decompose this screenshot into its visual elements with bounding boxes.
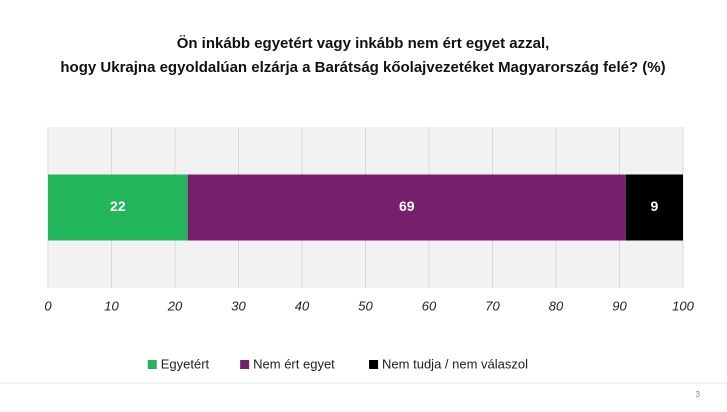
legend-label: Nem tudja / nem válaszol bbox=[382, 356, 528, 371]
x-tick-label: 10 bbox=[104, 298, 119, 313]
legend-label: Egyetért bbox=[161, 356, 210, 371]
data-label: 9 bbox=[651, 198, 659, 214]
x-tick-label: 100 bbox=[672, 298, 694, 313]
legend-swatch bbox=[240, 360, 250, 369]
x-tick-label: 90 bbox=[612, 298, 627, 313]
x-tick-label: 70 bbox=[485, 298, 500, 313]
x-tick-label: 20 bbox=[167, 298, 183, 313]
bar-segment bbox=[48, 174, 188, 241]
x-tick-label: 40 bbox=[295, 298, 310, 313]
chart-title: Ön inkább egyetért vagy inkább nem ért e… bbox=[60, 35, 665, 76]
legend-label: Nem ért egyet bbox=[253, 356, 335, 371]
legend-swatch bbox=[147, 360, 157, 369]
page-number: 3 bbox=[696, 390, 701, 399]
x-tick-label: 80 bbox=[549, 298, 564, 313]
bar-segment bbox=[625, 174, 683, 241]
bar-segment bbox=[187, 174, 626, 241]
data-label: 22 bbox=[110, 198, 126, 214]
x-tick-label: 0 bbox=[44, 298, 52, 313]
x-tick-label: 60 bbox=[422, 298, 437, 313]
legend-swatch bbox=[369, 360, 379, 369]
data-label: 69 bbox=[399, 198, 415, 214]
x-tick-label: 50 bbox=[358, 298, 373, 313]
x-tick-label: 30 bbox=[231, 298, 246, 313]
